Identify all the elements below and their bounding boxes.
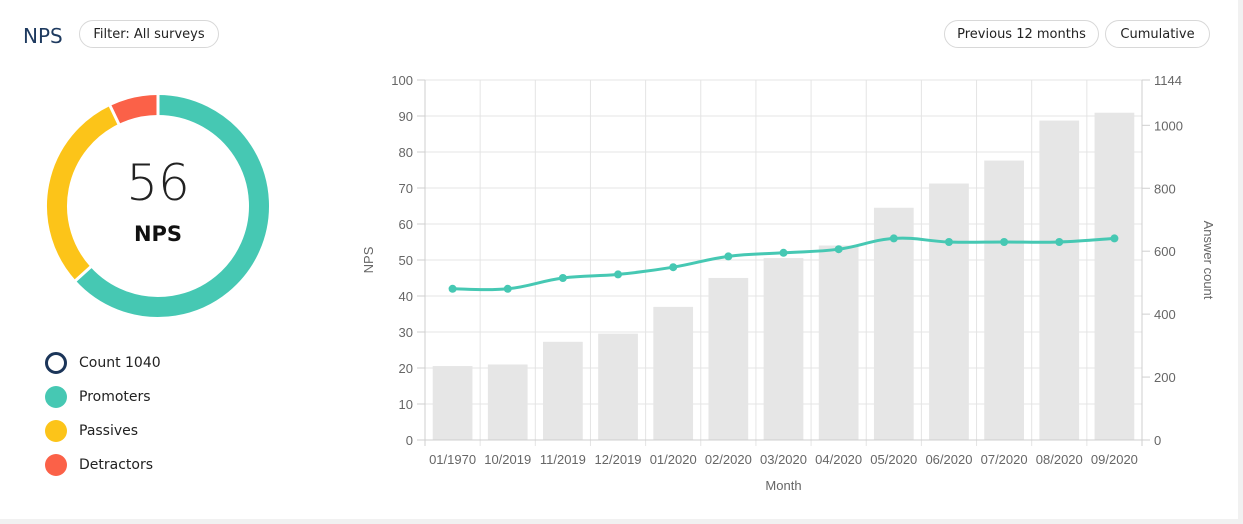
answer-count-bar	[598, 333, 638, 440]
donut-segment-detractors	[110, 95, 159, 125]
y2-tick-label: 400	[1154, 307, 1176, 322]
y2-tick-label: 0	[1154, 433, 1161, 448]
nps-point	[724, 252, 733, 261]
y-tick-label: 30	[399, 325, 413, 340]
y2-tick-label: 1000	[1154, 118, 1183, 133]
x-tick-label: 02/2020	[705, 452, 752, 467]
nps-point	[834, 245, 843, 254]
count-ring-icon	[45, 352, 67, 374]
x-tick-label: 08/2020	[1036, 452, 1083, 467]
passives-dot-icon	[45, 420, 67, 442]
y2-tick-label: 800	[1154, 181, 1176, 196]
nps-point	[503, 284, 512, 293]
detractors-dot-icon	[45, 454, 67, 476]
nps-point	[558, 274, 567, 282]
y-tick-label: 100	[391, 73, 413, 88]
legend-item-count: Count 1040	[45, 346, 161, 380]
x-tick-label: 01/1970	[429, 452, 476, 467]
answer-count-bars	[432, 112, 1135, 441]
donut-chart	[47, 94, 269, 317]
legend-label: Promoters	[79, 389, 151, 405]
legend-item-passives: Passives	[45, 414, 161, 448]
legend-label: Passives	[79, 423, 139, 439]
x-tick-label: 03/2020	[760, 452, 807, 467]
nps-point	[944, 238, 953, 246]
answer-count-bar	[984, 160, 1024, 440]
answer-count-bar	[763, 258, 804, 440]
y-tick-label: 0	[406, 433, 413, 448]
y-tick-label: 20	[399, 361, 413, 376]
nps-point	[669, 263, 678, 272]
period-button[interactable]: Previous 12 months	[944, 20, 1099, 48]
answer-count-bar	[432, 366, 473, 440]
x-tick-label: 10/2019	[484, 452, 531, 467]
y2-tick-label: 600	[1154, 244, 1176, 259]
x-tick-label: 04/2020	[815, 452, 862, 467]
nps-point	[1055, 238, 1064, 246]
nps-point	[779, 248, 788, 257]
answer-count-bar	[818, 245, 859, 440]
nps-point	[448, 284, 457, 293]
answer-count-bar	[653, 306, 694, 440]
x-tick-label: 07/2020	[981, 452, 1028, 467]
legend-label: Count 1040	[79, 355, 161, 371]
legend-label: Detractors	[79, 457, 154, 473]
answer-count-bar	[873, 207, 914, 440]
y-tick-label: 60	[399, 217, 413, 232]
panel-edge-bottom	[0, 519, 1243, 524]
x-tick-label: 12/2019	[595, 452, 642, 467]
y2-tick-label: 200	[1154, 370, 1176, 385]
nps-point	[1000, 238, 1009, 246]
x-tick-label: 11/2019	[540, 452, 586, 467]
legend-item-detractors: Detractors	[45, 448, 161, 482]
answer-count-bar	[708, 277, 749, 440]
nps-point	[614, 270, 623, 279]
answer-count-bar	[487, 364, 528, 440]
y-tick-label: 90	[399, 109, 413, 124]
y2-tick-label: 1144	[1154, 73, 1182, 88]
filter-button[interactable]: Filter: All surveys	[79, 20, 219, 48]
promoters-dot-icon	[45, 386, 67, 408]
x-tick-label: 05/2020	[870, 452, 917, 467]
x-axis-label: Month	[765, 478, 801, 493]
nps-line	[448, 234, 1119, 293]
chart-axes: 0102030405060708090100020040060080010001…	[391, 73, 1183, 467]
answer-count-bar	[1094, 112, 1135, 441]
y-tick-label: 70	[399, 181, 413, 196]
y-tick-label: 40	[399, 289, 413, 304]
nps-score-label: NPS	[133, 222, 183, 246]
answer-count-bar	[1039, 120, 1080, 440]
x-tick-label: 01/2020	[650, 452, 697, 467]
widget-title: NPS	[23, 24, 63, 48]
answer-count-bar	[929, 183, 969, 440]
donut-segment-passives	[47, 105, 119, 281]
y-tick-label: 50	[399, 253, 413, 268]
x-tick-label: 06/2020	[925, 452, 972, 467]
answer-count-bar	[543, 341, 583, 440]
cumulative-button[interactable]: Cumulative	[1105, 20, 1210, 48]
donut-segment-promoters	[75, 95, 269, 317]
panel-edge	[1238, 0, 1243, 524]
donut-separator	[108, 104, 121, 126]
nps-point	[889, 234, 898, 243]
nps-donut: 56 NPS	[46, 94, 270, 318]
nps-point	[1110, 234, 1119, 243]
y-axis-label: NPS	[361, 246, 376, 273]
legend-item-promoters: Promoters	[45, 380, 161, 414]
donut-legend: Count 1040 Promoters Passives Detractors	[45, 346, 161, 482]
y2-axis-label: Answer count	[1201, 221, 1216, 300]
donut-separator	[73, 265, 93, 283]
nps-score: 56	[126, 154, 190, 212]
nps-trend-chart: 0102030405060708090100020040060080010001…	[361, 73, 1216, 493]
x-tick-label: 09/2020	[1091, 452, 1138, 467]
y-tick-label: 80	[399, 145, 413, 160]
y-tick-label: 10	[399, 397, 413, 412]
